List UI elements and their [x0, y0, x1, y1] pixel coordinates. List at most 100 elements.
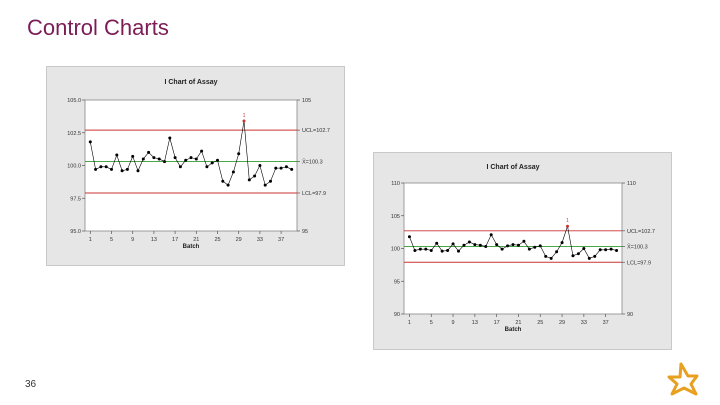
data-point [247, 178, 251, 182]
data-point [538, 244, 542, 248]
data-point [511, 243, 515, 247]
right-label: LCL=97.9 [302, 191, 326, 197]
data-point [226, 183, 230, 187]
x-tick-label: 29 [236, 237, 242, 243]
x-tick-label: 5 [110, 237, 113, 243]
data-point [279, 166, 283, 170]
data-point [484, 245, 488, 249]
data-point [178, 165, 182, 169]
right-label: X̄=100.3 [627, 244, 648, 251]
x-tick-label: 33 [257, 237, 263, 243]
data-point [94, 167, 98, 171]
right-label: UCL=102.7 [627, 229, 655, 235]
x-tick-label: 37 [278, 237, 284, 243]
y-tick-label: 105 [391, 214, 400, 220]
y-tick-label: 95.0 [70, 229, 81, 235]
data-point [210, 161, 214, 165]
data-point [457, 249, 460, 253]
data-point [163, 160, 166, 164]
x-tick-label: 13 [151, 237, 157, 243]
x-tick-label: 25 [214, 237, 220, 243]
x-tick-label: 21 [515, 320, 521, 326]
data-point [544, 254, 548, 258]
data-point [147, 150, 151, 154]
x-axis-label: Batch [505, 327, 522, 333]
data-point [231, 170, 235, 174]
data-point [462, 243, 466, 247]
out-of-control-point [242, 119, 246, 123]
slide-title: Control Charts [27, 15, 169, 40]
data-point [555, 250, 559, 254]
x-tick-label: 21 [193, 237, 199, 243]
data-point [593, 254, 597, 258]
data-point [506, 244, 510, 248]
page-number: 36 [25, 379, 37, 390]
x-tick-label: 25 [537, 320, 543, 326]
data-point [418, 247, 422, 251]
x-tick-label: 1 [89, 237, 92, 243]
data-point [184, 158, 188, 162]
y-tick-label: 100.0 [67, 164, 81, 170]
data-point [522, 239, 526, 243]
data-point [274, 166, 278, 170]
x-tick-label: 1 [408, 320, 411, 326]
x-tick-label: 5 [430, 320, 433, 326]
data-point [429, 248, 433, 252]
y-tick-label: 102.5 [67, 131, 81, 137]
data-point [200, 149, 204, 153]
x-tick-label: 17 [494, 320, 500, 326]
out-of-control-point [566, 224, 569, 228]
x-tick-label: 9 [452, 320, 455, 326]
chart-2-frame: I Chart of Assay 90 95 100 105 110 110 UCL=102.… [373, 152, 672, 350]
data-point [284, 165, 288, 169]
right-label: 95 [302, 229, 308, 235]
data-point [582, 247, 586, 250]
x-tick-label: 9 [131, 237, 134, 243]
data-point [407, 235, 411, 239]
data-point [152, 156, 156, 160]
out-of-control-label: 1 [566, 218, 569, 224]
data-point [194, 157, 198, 161]
y-tick-label: 110 [391, 181, 400, 187]
data-point [549, 256, 553, 260]
plot-area [84, 99, 298, 232]
i-chart-of-assay-1: I Chart of Assay 95.0 97.5 100.0 102.5 105.0 1… [67, 79, 330, 250]
data-point [609, 247, 613, 251]
x-tick-label: 33 [581, 320, 587, 326]
data-point [576, 252, 580, 256]
x-axis-label: Batch [183, 244, 200, 250]
data-point [115, 153, 119, 157]
right-label: X̄=100.3 [302, 159, 323, 166]
data-point [615, 248, 619, 252]
x-tick-label: 13 [472, 320, 478, 326]
y-tick-label: 105.0 [67, 98, 81, 104]
right-label: 90 [627, 312, 633, 318]
y-tick-label: 97.5 [70, 196, 81, 202]
right-label: UCL=102.7 [302, 128, 330, 134]
data-point [136, 169, 140, 173]
company-logo-icon [666, 362, 700, 401]
y-tick-label: 95 [394, 279, 400, 285]
data-point [125, 167, 129, 171]
x-tick-label: 17 [172, 237, 178, 243]
right-label: 105 [302, 98, 311, 104]
data-point [500, 247, 504, 251]
data-point [104, 165, 108, 169]
right-label: 110 [627, 181, 636, 187]
data-point [440, 249, 444, 253]
data-point [533, 245, 537, 249]
data-point [189, 156, 193, 160]
data-point [269, 179, 272, 183]
data-point [131, 154, 135, 158]
data-point [141, 157, 145, 161]
data-point [221, 179, 225, 183]
data-point [473, 243, 477, 247]
chart-title: I Chart of Assay [486, 164, 539, 171]
data-point [157, 157, 161, 161]
data-point [571, 254, 575, 258]
chart-title: I Chart of Assay [164, 79, 217, 86]
data-point [478, 243, 482, 247]
data-point [516, 243, 520, 247]
data-point [120, 169, 124, 173]
data-point [168, 136, 172, 140]
